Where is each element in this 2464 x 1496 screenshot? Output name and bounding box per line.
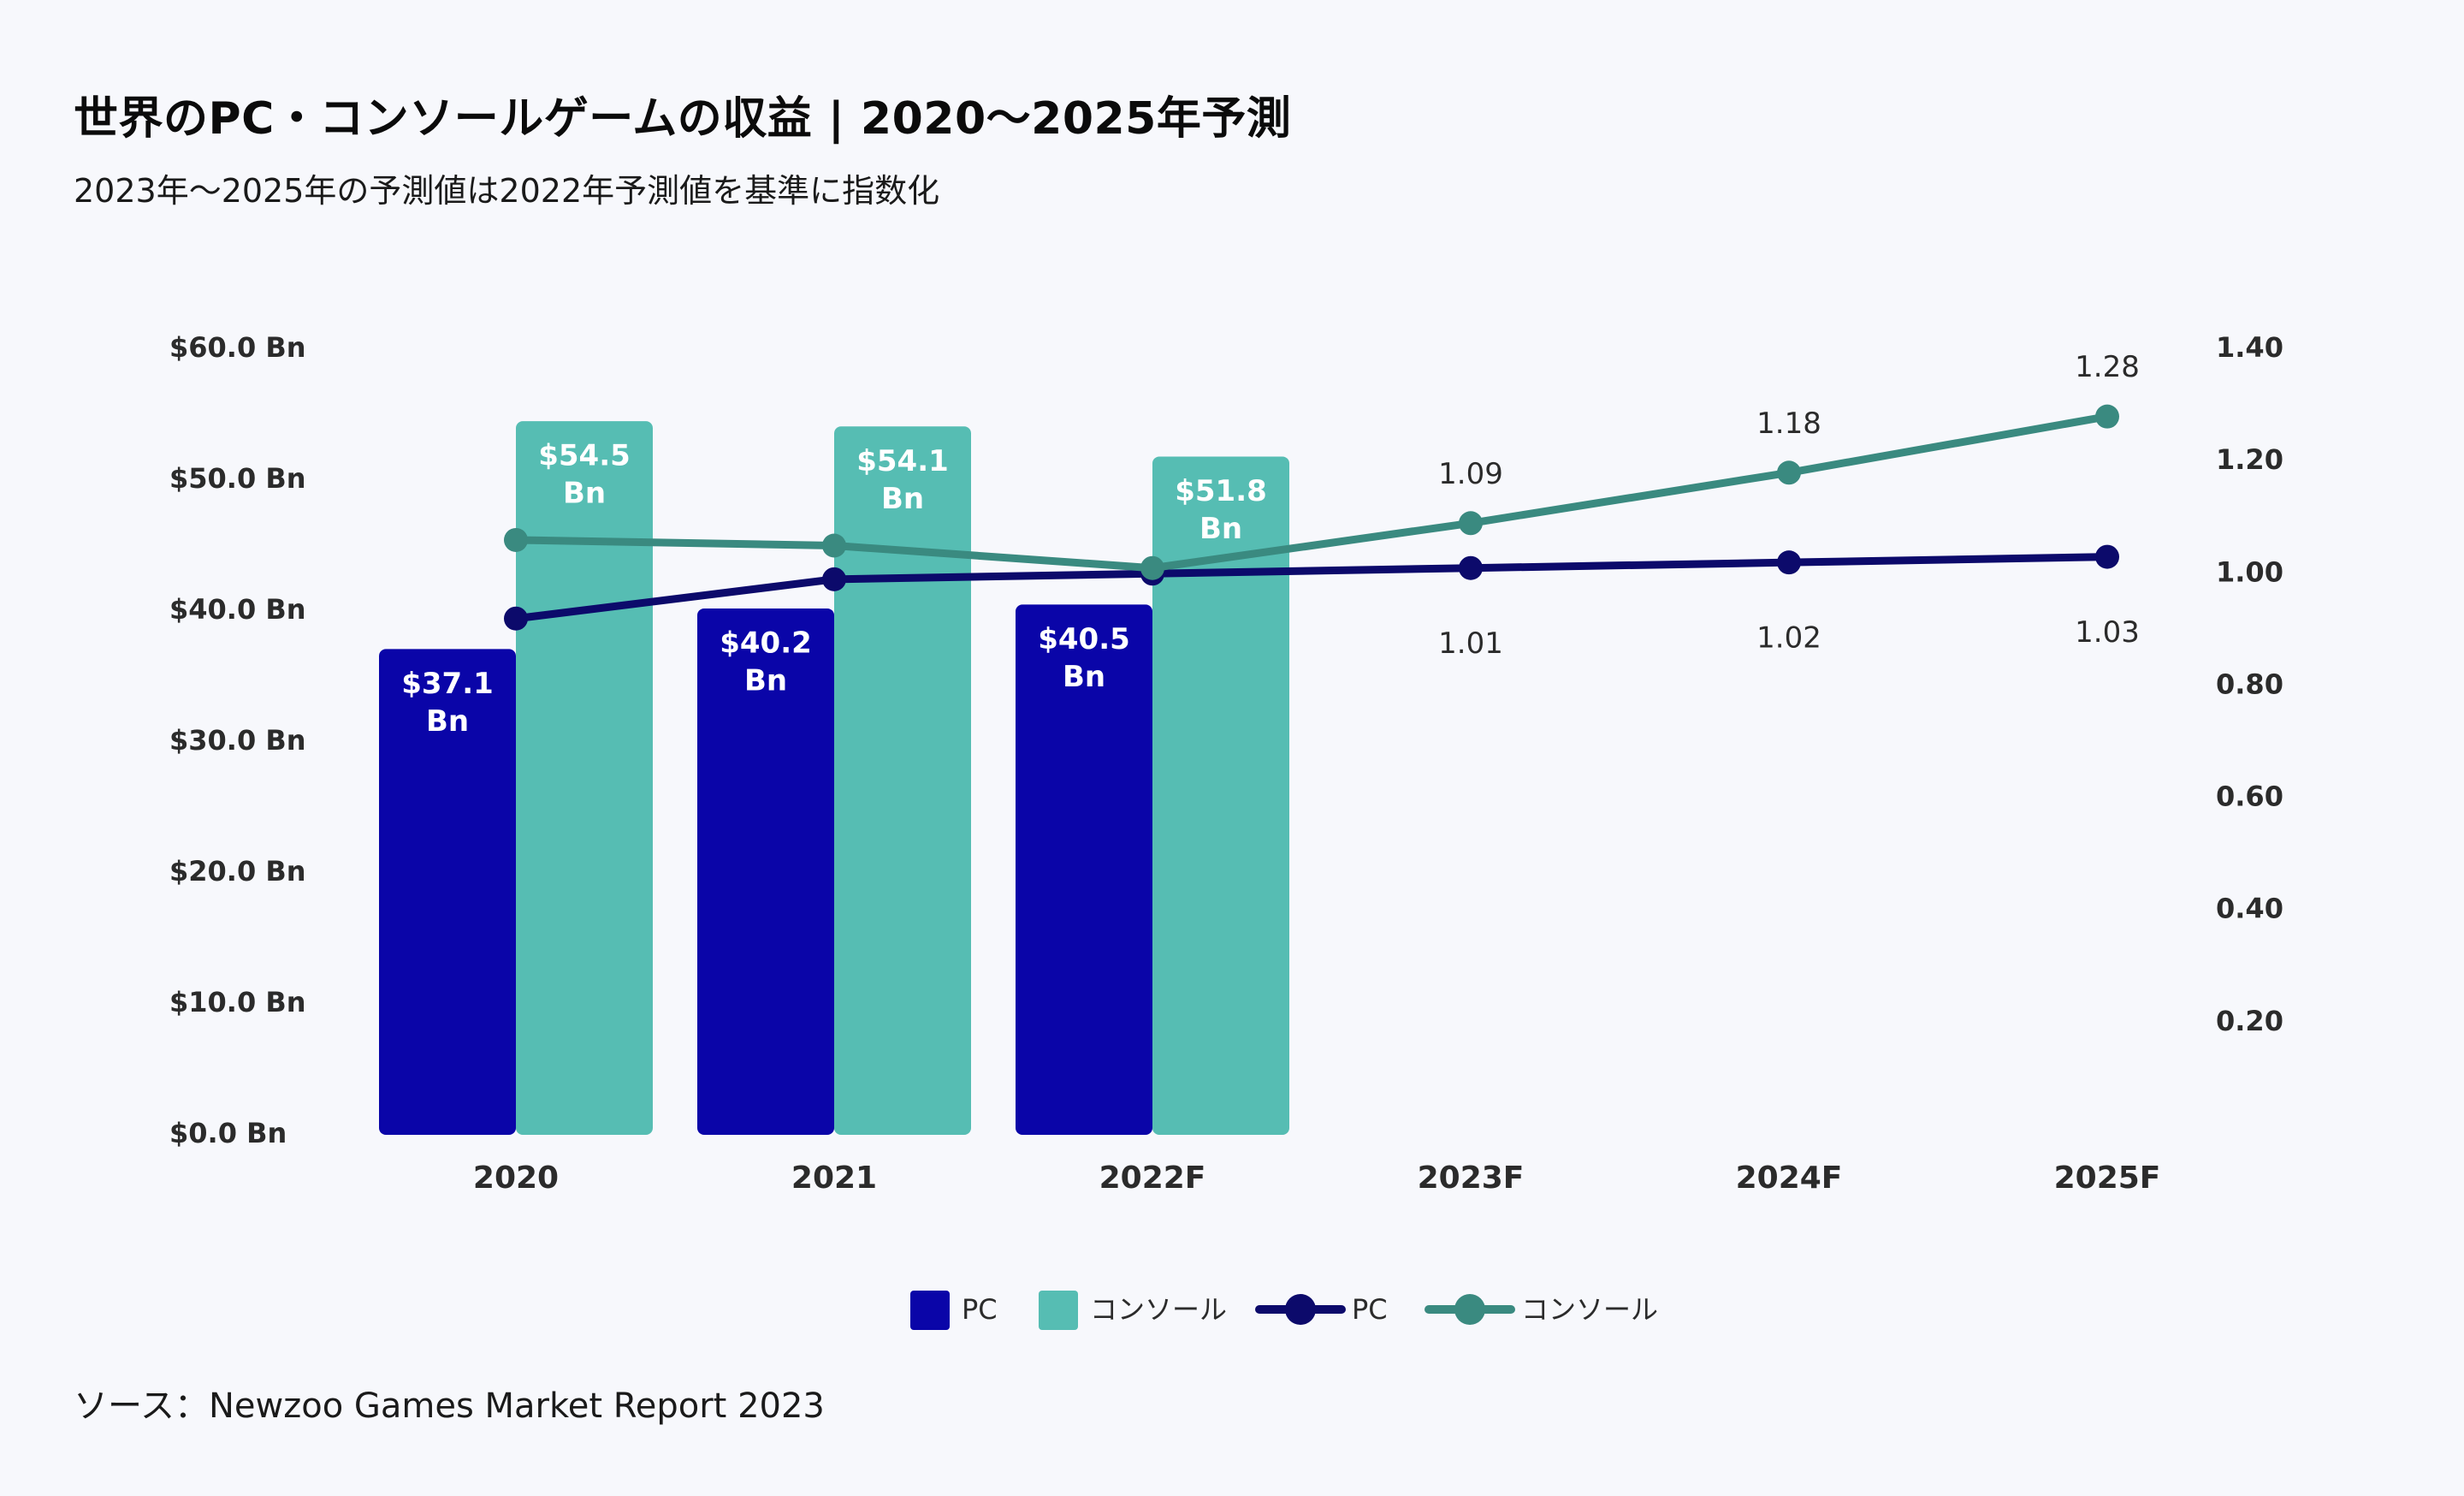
console-line-point [1140, 555, 1164, 580]
legend-marker-pc-line [1285, 1294, 1316, 1325]
pc-bar-unit-label: Bn [426, 704, 469, 739]
legend-marker-console-line [1454, 1294, 1485, 1325]
y-right-tick-label: 1.20 [2216, 443, 2283, 476]
x-tick-label: 2021 [791, 1161, 877, 1196]
pc-line-point-label: 1.01 [1438, 626, 1503, 661]
y-left-tick-label: $0.0 Bn [169, 1117, 287, 1149]
pc-line-point [822, 567, 846, 591]
console-bar-value-label: $54.5 [538, 439, 631, 473]
pc-line-point-label: 1.03 [2075, 615, 2140, 650]
x-tick-label: 2022F [1099, 1161, 1206, 1196]
console-line [512, 413, 2112, 573]
y-right-tick-label: 0.40 [2216, 893, 2283, 925]
legend-swatch-console-bar [1039, 1291, 1078, 1330]
console-line-point [822, 533, 846, 558]
legend-swatch-pc-bar [910, 1291, 950, 1330]
console-bar-unit-label: Bn [563, 477, 606, 511]
console-bar-unit-label: Bn [881, 482, 924, 516]
pc-bar [697, 608, 834, 1135]
console-bar-value-label: $54.1 [856, 444, 949, 478]
pc-line-point [1459, 555, 1483, 580]
pc-bar [1016, 604, 1152, 1135]
console-line-point [2095, 404, 2119, 429]
console-line-point [1777, 460, 1801, 485]
y-left-tick-label: $20.0 Bn [169, 855, 306, 888]
y-left-tick-label: $60.0 Bn [169, 331, 306, 364]
console-bar [516, 421, 653, 1135]
x-tick-label: 2024F [1736, 1161, 1843, 1196]
console-line-point-label: 1.09 [1438, 457, 1503, 491]
console-bar-value-label: $51.8 [1175, 474, 1267, 508]
y-left-tick-label: $10.0 Bn [169, 986, 306, 1018]
pc-line [512, 553, 2112, 623]
y-right-tick-label: 0.20 [2216, 1005, 2283, 1037]
y-left-tick-label: $40.0 Bn [169, 593, 306, 626]
pc-line-point [2095, 544, 2119, 569]
y-right-tick-label: 0.60 [2216, 781, 2283, 813]
x-tick-label: 2020 [473, 1161, 559, 1196]
legend-label: PC [962, 1293, 998, 1326]
console-line-point [1459, 511, 1483, 536]
console-line-point-label: 1.18 [1756, 407, 1821, 441]
y-left-tick-label: $50.0 Bn [169, 462, 306, 495]
pc-line-point [1777, 550, 1801, 575]
pc-bar-unit-label: Bn [744, 663, 787, 698]
chart-title: 世界のPC・コンソールゲームの収益 | 2020〜2025年予測 [74, 93, 1292, 145]
pc-line-point [504, 606, 528, 631]
chart-subtitle: 2023年〜2025年の予測値は2022年予測値を基準に指数化 [74, 172, 940, 210]
legend-label: PC [1352, 1293, 1388, 1326]
pc-bar-unit-label: Bn [1063, 660, 1105, 694]
console-bar [834, 426, 971, 1135]
console-line-point-label: 1.28 [2075, 350, 2140, 384]
chart-source: ソース：Newzoo Games Market Report 2023 [74, 1386, 825, 1426]
legend-label: コンソール [1521, 1293, 1658, 1326]
pc-bar [379, 649, 516, 1135]
console-bar-unit-label: Bn [1199, 512, 1242, 546]
x-tick-label: 2023F [1418, 1161, 1525, 1196]
y-right-tick-label: 1.00 [2216, 555, 2283, 588]
console-line-point [504, 527, 528, 552]
y-right-tick-label: 1.40 [2216, 331, 2283, 364]
x-tick-label: 2025F [2054, 1161, 2161, 1196]
pc-bar-value-label: $40.2 [720, 626, 812, 660]
y-left-tick-label: $30.0 Bn [169, 724, 306, 757]
pc-line-point-label: 1.02 [1756, 621, 1821, 656]
y-right-tick-label: 0.80 [2216, 668, 2283, 700]
pc-bar-value-label: $37.1 [401, 667, 494, 701]
pc-bar-value-label: $40.5 [1038, 622, 1130, 656]
legend-label: コンソール [1090, 1293, 1227, 1326]
console-bar [1152, 456, 1289, 1135]
